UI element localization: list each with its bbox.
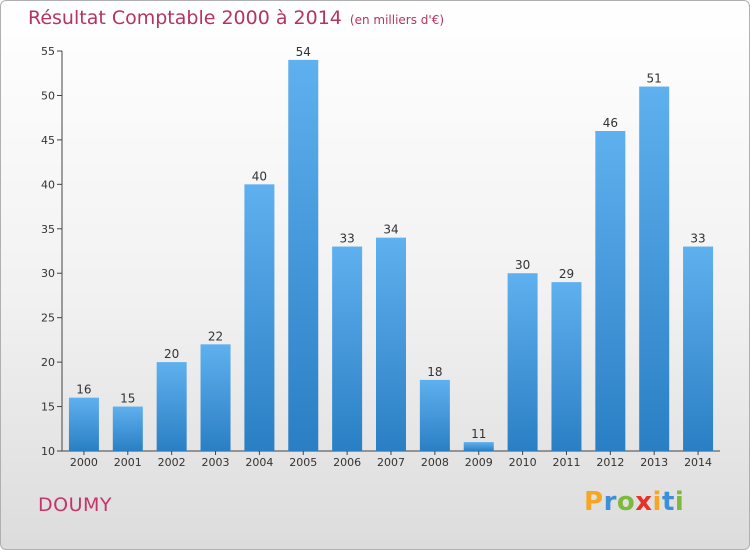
bar: [112, 406, 143, 451]
x-tick-label: 2007: [377, 456, 405, 469]
y-tick-label: 10: [41, 445, 55, 458]
data-label: 16: [76, 383, 91, 397]
bar: [332, 246, 363, 451]
x-tick-label: 2012: [596, 456, 624, 469]
logo-letter: i: [674, 487, 685, 517]
y-tick-label: 30: [41, 267, 55, 280]
logo-letter: P: [584, 487, 604, 517]
data-label: 20: [164, 347, 179, 361]
y-tick-label: 50: [41, 89, 55, 102]
logo-letter: t: [661, 487, 675, 517]
proxiti-logo: Proxiti: [584, 487, 684, 517]
data-label: 18: [427, 365, 442, 379]
x-tick-label: 2000: [70, 456, 98, 469]
y-tick-label: 55: [41, 45, 55, 58]
x-tick-label: 2001: [114, 456, 142, 469]
data-label: 22: [208, 329, 223, 343]
y-tick-label: 35: [41, 223, 55, 236]
data-label: 33: [339, 232, 354, 246]
data-label: 51: [647, 72, 662, 86]
data-label: 11: [471, 427, 486, 441]
x-tick-label: 2006: [333, 456, 361, 469]
x-tick-label: 2009: [465, 456, 493, 469]
logo-letter: i: [652, 487, 662, 517]
bar: [683, 246, 714, 451]
bar: [419, 379, 450, 451]
x-tick-label: 2014: [684, 456, 712, 469]
data-label: 29: [559, 267, 574, 281]
commune-name: DOUMY: [38, 494, 112, 516]
logo-letter: x: [635, 487, 653, 517]
bar: [200, 344, 231, 451]
bar: [68, 397, 99, 451]
data-label: 46: [603, 116, 618, 130]
data-label: 30: [515, 258, 530, 272]
y-tick-label: 45: [41, 134, 55, 147]
y-tick-label: 15: [41, 401, 55, 414]
bar: [595, 131, 626, 451]
bar: [463, 442, 494, 451]
x-tick-label: 2005: [289, 456, 317, 469]
x-tick-label: 2004: [245, 456, 273, 469]
y-tick-label: 25: [41, 312, 55, 325]
logo-letter: r: [603, 487, 617, 517]
x-tick-label: 2008: [421, 456, 449, 469]
x-tick-label: 2011: [552, 456, 580, 469]
x-tick-label: 2002: [158, 456, 186, 469]
x-tick-label: 2010: [509, 456, 537, 469]
y-tick-label: 20: [41, 356, 55, 369]
title-text: Résultat Comptable 2000 à 2014: [28, 7, 342, 29]
data-label: 15: [120, 392, 135, 406]
bar: [288, 59, 319, 452]
bar: [156, 362, 187, 451]
data-label: 33: [690, 232, 705, 246]
bar: [244, 184, 275, 452]
bar: [551, 282, 582, 451]
logo-letter: o: [616, 487, 636, 517]
bar: [376, 237, 406, 451]
y-tick-label: 40: [41, 178, 55, 191]
data-label: 40: [252, 169, 267, 183]
bar: [639, 86, 670, 452]
title-unit: (en milliers d'€): [349, 13, 445, 27]
x-tick-label: 2013: [640, 456, 668, 469]
chart-title: Résultat Comptable 2000 à 2014 (en millie…: [28, 7, 444, 29]
bar: [507, 273, 538, 451]
data-label: 54: [296, 45, 311, 59]
x-tick-label: 2003: [202, 456, 230, 469]
data-label: 34: [383, 223, 398, 237]
